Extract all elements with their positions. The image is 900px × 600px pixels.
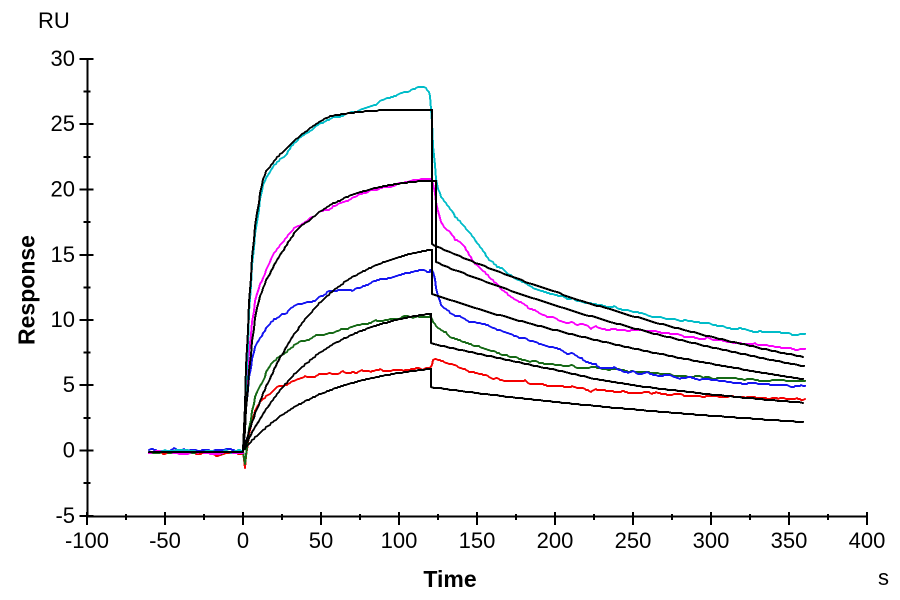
svg-text:20: 20 xyxy=(51,177,75,202)
svg-text:Time: Time xyxy=(423,566,476,592)
svg-text:250: 250 xyxy=(615,528,652,553)
svg-text:RU: RU xyxy=(38,8,70,33)
svg-text:-5: -5 xyxy=(55,503,75,528)
svg-text:5: 5 xyxy=(63,372,75,397)
svg-text:0: 0 xyxy=(237,528,249,553)
svg-text:300: 300 xyxy=(693,528,730,553)
svg-text:350: 350 xyxy=(771,528,808,553)
svg-text:400: 400 xyxy=(849,528,886,553)
svg-text:-100: -100 xyxy=(65,528,109,553)
svg-text:50: 50 xyxy=(309,528,333,553)
svg-text:0: 0 xyxy=(63,438,75,463)
svg-text:10: 10 xyxy=(51,307,75,332)
svg-text:100: 100 xyxy=(381,528,418,553)
svg-text:Response: Response xyxy=(14,235,40,345)
svg-text:15: 15 xyxy=(51,242,75,267)
svg-text:-50: -50 xyxy=(149,528,181,553)
svg-text:200: 200 xyxy=(537,528,574,553)
svg-text:150: 150 xyxy=(459,528,496,553)
svg-text:30: 30 xyxy=(51,46,75,71)
svg-text:s: s xyxy=(878,565,889,590)
svg-text:25: 25 xyxy=(51,111,75,136)
